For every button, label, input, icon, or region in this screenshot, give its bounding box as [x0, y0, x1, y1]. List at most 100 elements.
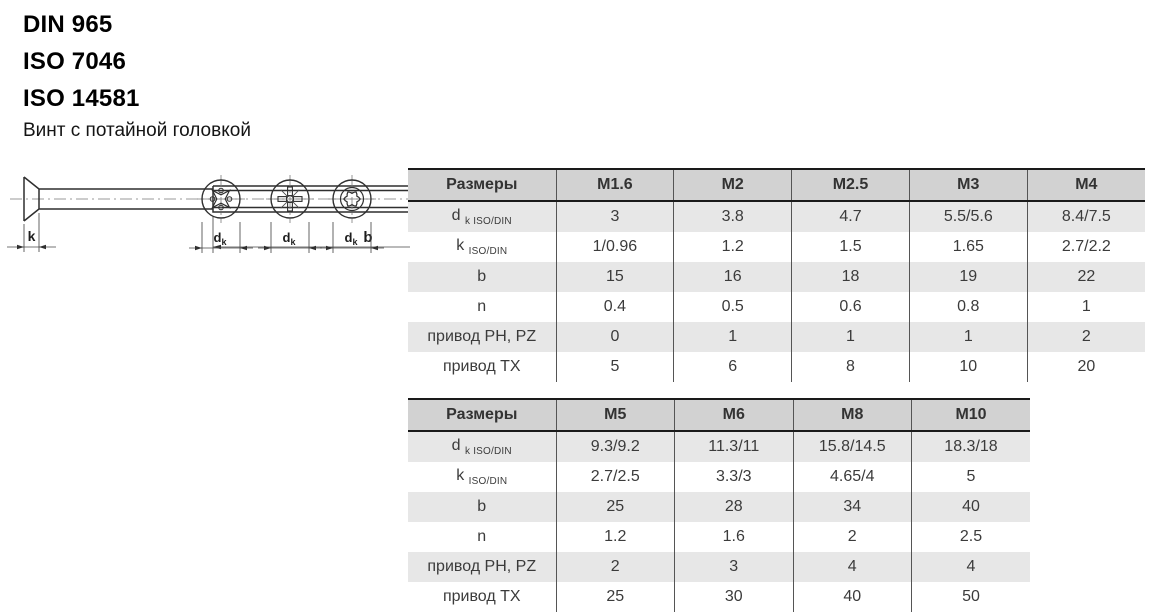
value-cell: 2.7/2.2 [1061, 238, 1111, 255]
value-cell: 5 [966, 468, 976, 485]
param-label: b [477, 498, 487, 515]
value-cell: 22 [1027, 262, 1145, 292]
value-cell: 25 [556, 582, 675, 612]
table-row: d k ISO/DIN 3 3.8 4.7 5.5/5.6 8.4/7.5 [408, 201, 1145, 232]
value-cell: 1.6 [674, 522, 794, 552]
table-header-row: Размеры M1.6 M2 M2.5 M3 M4 [408, 168, 1145, 202]
corner-header: Размеры [408, 168, 557, 202]
value-cell: 28 [674, 492, 794, 522]
value-cell: 30 [674, 582, 794, 612]
size-column-header: M2 [673, 168, 793, 202]
b-dimension-label: b [363, 229, 372, 246]
tx-recess-circle [339, 186, 365, 212]
value-cell: 5.5/5.6 [909, 201, 1028, 232]
value-cell: 34 [793, 492, 912, 522]
pz-head-circle [270, 179, 310, 219]
value-cell: 18 [791, 262, 910, 292]
param-label-cell: n [408, 522, 557, 552]
param-label-subscript: ISO/DIN [468, 476, 508, 487]
value-cell: 2.5 [959, 528, 983, 545]
size-column-header: M10 [911, 398, 1030, 432]
param-label-subscript: ISO/DIN [468, 246, 508, 257]
param-label: привод PH, PZ [427, 558, 537, 575]
standard-iso-2: ISO 14581 [23, 85, 140, 112]
value-cell: 1/0.96 [556, 232, 675, 262]
ph-head-circle [201, 179, 241, 219]
spec-table-large-sizes: Размеры M5 M6 M8 M10 d k ISO/DIN 9.3/9.2 11.3/1… [408, 398, 1030, 612]
value-cell: 0.5 [673, 292, 793, 322]
table-header-row: Размеры M5 M6 M8 M10 [408, 398, 1030, 432]
param-label-cell: b [408, 262, 557, 292]
param-label-cell: d k ISO/DIN [408, 431, 557, 462]
value-cell: 40 [793, 582, 912, 612]
standards-block: DIN 965 ISO 7046 ISO 14581 [23, 6, 140, 117]
value-cell: 8 [791, 352, 910, 382]
value-cell: 8.4/7.5 [1027, 201, 1145, 232]
value-cell: 4 [911, 552, 1030, 582]
corner-header: Размеры [408, 398, 557, 432]
value-cell: 0.6 [791, 292, 910, 322]
param-label-cell: d k ISO/DIN [408, 201, 557, 232]
value-cell: 4 [793, 552, 912, 582]
value-cell: 9.3/9.2 [556, 431, 675, 462]
param-label-cell: k ISO/DIN [408, 232, 557, 262]
size-column-header: M6 [674, 398, 794, 432]
table-row: привод TX 25 30 40 50 [408, 582, 1030, 612]
table-row: привод PH, PZ 0 1 1 1 2 [408, 322, 1145, 352]
value-cell: 1 [791, 322, 910, 352]
screw-thread-outline [212, 185, 410, 213]
value-cell: 2 [556, 552, 675, 582]
table-row: b 15 16 18 19 22 [408, 262, 1145, 292]
phillips-drive-view: dk [189, 175, 253, 253]
size-column-header: M5 [556, 398, 675, 432]
standard-din: DIN 965 [23, 11, 113, 38]
value-cell: 4.7 [791, 201, 910, 232]
param-label: k [456, 237, 465, 254]
param-label: привод TX [442, 588, 521, 605]
table-row: привод PH, PZ 2 3 4 4 [408, 552, 1030, 582]
param-label: n [477, 298, 487, 315]
dk-dimension-label: dk [345, 230, 359, 247]
param-label: b [477, 268, 487, 285]
value-cell: 4.65/4 [793, 462, 912, 492]
table-row: n 0.4 0.5 0.6 0.8 1 [408, 292, 1145, 322]
value-cell: 5 [556, 352, 675, 382]
param-label: d [451, 437, 461, 454]
param-label: d [451, 207, 461, 224]
value-cell: 15 [556, 262, 675, 292]
param-label: n [477, 528, 487, 545]
dk-dimension-pz: dk [258, 222, 322, 253]
param-label-cell: привод PH, PZ [408, 552, 557, 582]
table-row: k ISO/DIN 2.7/2.5 3.3/3 4.65/4 5 [408, 462, 1030, 492]
table-row: d k ISO/DIN 9.3/9.2 11.3/11 15.8/14.5 18.3/1… [408, 431, 1030, 462]
pozidriv-recess-icon [277, 186, 303, 212]
param-label-cell: b [408, 492, 557, 522]
param-label: привод PH, PZ [427, 328, 537, 345]
value-cell: 3.8 [673, 201, 793, 232]
page-title: Винт с потайной головкой [23, 120, 251, 141]
dk-dimension-label: dk [214, 230, 228, 247]
screw-head-outline [23, 176, 213, 222]
table-row: n 1.2 1.6 2 2.5 [408, 522, 1030, 552]
table-row: k ISO/DIN 1/0.96 1.2 1.5 1.65 2.7/2.2 [408, 232, 1145, 262]
param-label-subscript: k ISO/DIN [465, 216, 512, 227]
dk-dimension-tx: dk [320, 222, 384, 253]
torx-drive-view: dk [320, 175, 384, 253]
table-row: b 25 28 34 40 [408, 492, 1030, 522]
value-cell: 1 [673, 322, 793, 352]
value-cell: 0 [556, 322, 675, 352]
value-cell: 25 [556, 492, 675, 522]
value-cell: 19 [909, 262, 1028, 292]
value-cell: 50 [962, 588, 980, 605]
param-label-cell: k ISO/DIN [408, 462, 557, 492]
value-cell: 20 [1077, 358, 1096, 375]
value-cell: 1.5 [791, 232, 910, 262]
technical-drawing: k b dk [7, 175, 410, 253]
size-column-header: M2.5 [791, 168, 910, 202]
value-cell: 15.8/14.5 [793, 431, 912, 462]
value-cell: 11.3/11 [674, 431, 794, 462]
spec-table-small-sizes: Размеры M1.6 M2 M2.5 M3 M4 d k ISO/DIN 3 3.8 4.7 5… [408, 168, 1145, 382]
size-column-header: M4 [1027, 168, 1145, 202]
param-label-cell: n [408, 292, 557, 322]
value-cell: 6 [673, 352, 793, 382]
